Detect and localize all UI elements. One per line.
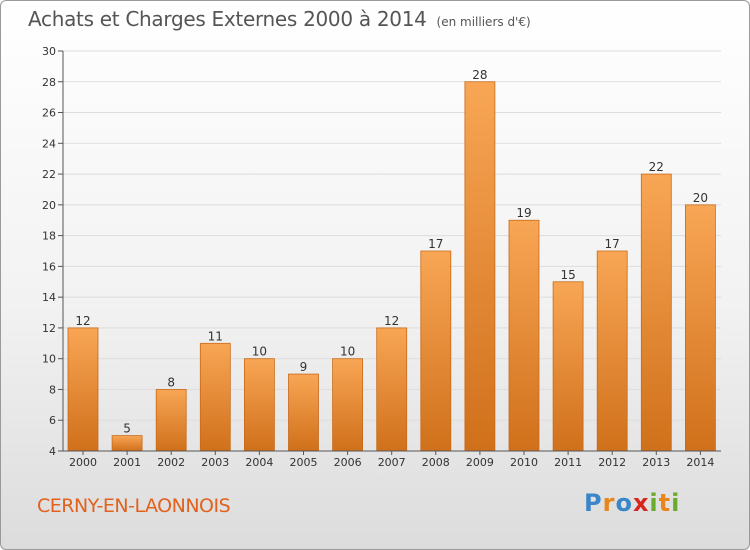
bar-2001: [111, 435, 143, 452]
bar-2007: [376, 327, 408, 452]
y-tick-label: 26: [42, 107, 56, 120]
x-tick-label-2009: 2009: [466, 456, 494, 469]
y-tick-label: 30: [42, 45, 56, 58]
y-tick-label: 10: [42, 353, 56, 366]
data-label-2010: 19: [516, 206, 531, 220]
x-tick-label-2011: 2011: [554, 456, 582, 469]
y-tick-label: 22: [42, 168, 56, 181]
x-tick-label-2007: 2007: [378, 456, 406, 469]
bar-2014: [685, 204, 716, 452]
proxiti-logo: Proxiti: [584, 489, 680, 517]
y-tick-label: 6: [49, 414, 56, 427]
data-label-2003: 11: [208, 329, 223, 343]
y-tick-label: 20: [42, 199, 56, 212]
bar-2013: [640, 173, 672, 452]
y-tick-label: 8: [49, 383, 56, 396]
bar-2005: [288, 373, 319, 452]
data-label-2005: 9: [300, 360, 308, 374]
chart-unit: (en milliers d'€): [436, 15, 531, 29]
labels: 4 6 8 10 12 14 16 18 20 22 24 26 28 30 12 2000 5 2001 8 200…: [42, 45, 714, 469]
x-tick-label-2004: 2004: [245, 456, 273, 469]
data-label-2000: 12: [75, 314, 90, 328]
y-tick-label: 24: [42, 137, 56, 150]
y-tick-label: 18: [42, 230, 56, 243]
x-tick-label-2008: 2008: [422, 456, 450, 469]
chart-title-text: Achats et Charges Externes 2000 à 2014: [28, 7, 427, 31]
chart-title: Achats et Charges Externes 2000 à 2014 (e…: [28, 7, 531, 31]
axes: [58, 50, 721, 455]
x-tick-label-2003: 2003: [201, 456, 229, 469]
data-label-2006: 10: [340, 345, 355, 359]
y-tick-label: 16: [42, 260, 56, 273]
data-label-2014: 20: [693, 191, 708, 205]
logo-letter: o: [615, 489, 633, 517]
x-tick-label-2010: 2010: [510, 456, 538, 469]
data-label-2002: 8: [167, 375, 175, 389]
bar-2000: [67, 327, 99, 452]
data-label-2004: 10: [252, 345, 267, 359]
bar-2008: [420, 250, 452, 452]
bar-2011: [552, 281, 584, 452]
data-label-2012: 17: [605, 237, 620, 251]
bar-2009: [464, 81, 496, 452]
bar-2012: [596, 250, 628, 452]
y-tick-label: 12: [42, 322, 56, 335]
place-name: CERNY-EN-LAONNOIS: [37, 495, 231, 517]
logo-letter: r: [602, 489, 616, 517]
y-tick-label: 4: [49, 445, 56, 458]
bar-2004: [243, 358, 275, 452]
data-label-2009: 28: [472, 68, 487, 82]
data-label-2008: 17: [428, 237, 443, 251]
data-label-2011: 15: [560, 268, 575, 282]
x-tick-label-2012: 2012: [598, 456, 626, 469]
x-tick-label-2013: 2013: [642, 456, 670, 469]
bar-2010: [508, 219, 540, 452]
bar-2006: [332, 358, 364, 452]
x-tick-label-2014: 2014: [686, 456, 714, 469]
data-label-2001: 5: [123, 422, 131, 436]
x-tick-label-2005: 2005: [290, 456, 318, 469]
x-tick-label-2006: 2006: [334, 456, 362, 469]
bar-2003: [199, 342, 231, 452]
y-tick-label: 28: [42, 76, 56, 89]
y-tick-label: 14: [42, 291, 56, 304]
bars: [67, 81, 716, 452]
x-tick-label-2000: 2000: [69, 456, 97, 469]
logo-letter: P: [584, 489, 603, 517]
logo-letter: i: [671, 489, 681, 517]
x-tick-label-2002: 2002: [157, 456, 185, 469]
data-label-2013: 22: [649, 160, 664, 174]
logo-letter: i: [649, 489, 659, 517]
data-label-2007: 12: [384, 314, 399, 328]
bar-2002: [155, 389, 187, 452]
logo-letter: x: [632, 489, 650, 517]
logo-letter: t: [658, 489, 672, 517]
x-tick-label-2001: 2001: [113, 456, 141, 469]
